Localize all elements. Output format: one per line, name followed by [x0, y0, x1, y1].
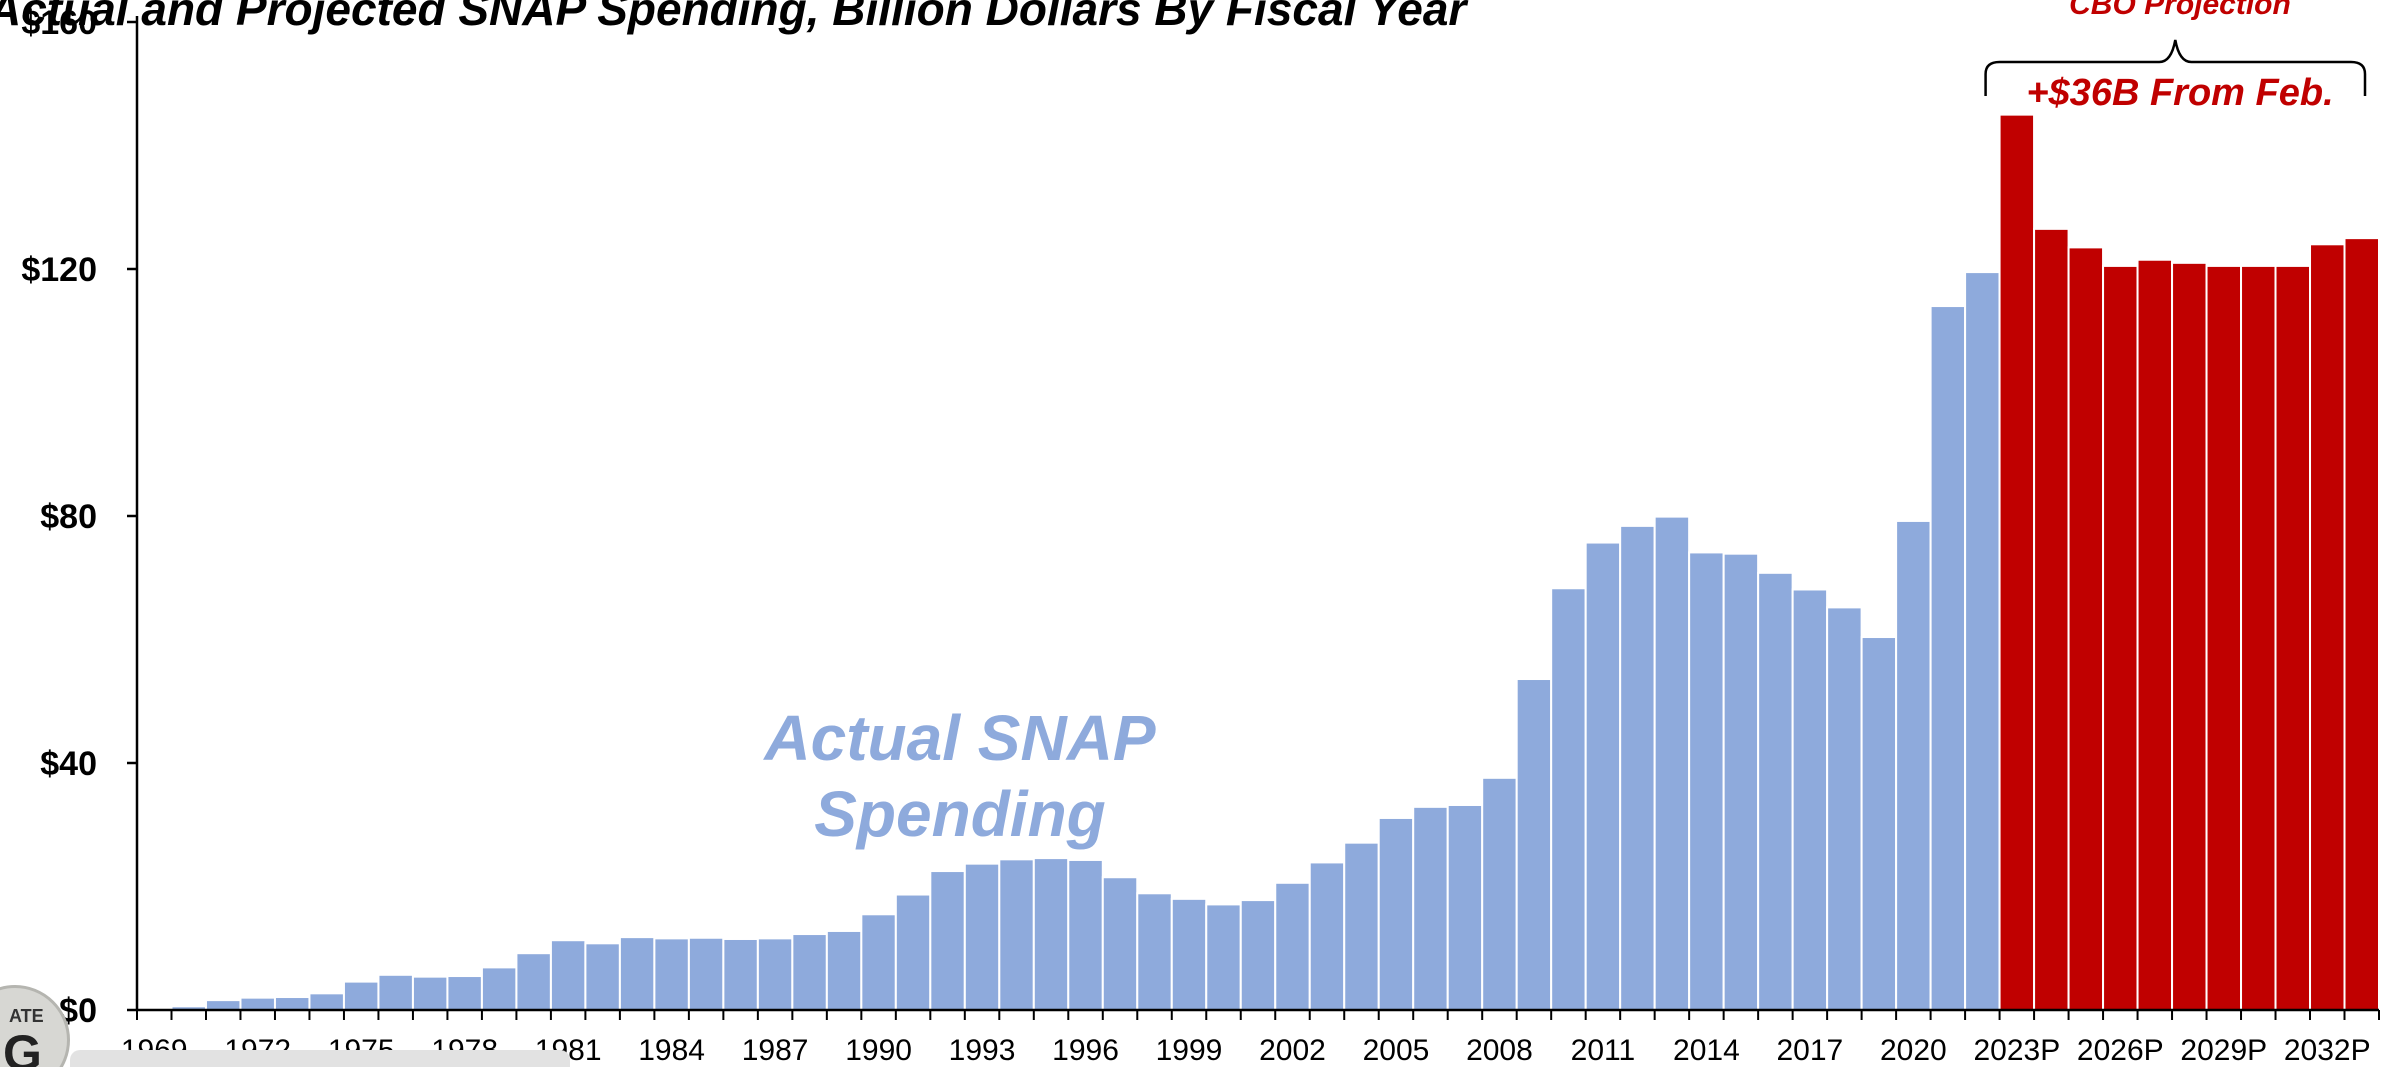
- y-tick-label: $120: [21, 251, 97, 289]
- bar-1997: [1101, 876, 1139, 1011]
- bar-1996: [1067, 858, 1104, 1012]
- actual-annotation-line2: Spending: [814, 778, 1106, 850]
- logo-letter: G: [3, 1025, 42, 1067]
- bar-1985: [687, 936, 725, 1011]
- bar-1976: [377, 973, 414, 1011]
- bar-1999: [1170, 897, 1208, 1011]
- bar-1995: [1032, 857, 1070, 1011]
- bar-2001: [1239, 899, 1277, 1012]
- bar-2033P: [2343, 237, 2381, 1012]
- bar-1972: [239, 996, 276, 1012]
- bar-2023P: [1998, 113, 2036, 1012]
- bar-2012: [1619, 524, 1656, 1011]
- bar-2029P: [2205, 264, 2243, 1012]
- bar-2022: [1964, 271, 2001, 1011]
- bar-2019: [1860, 636, 1898, 1012]
- bar-1986: [722, 937, 759, 1011]
- projection-brace: [1984, 39, 2367, 96]
- bar-2014: [1688, 551, 1725, 1011]
- logo-text: ATE: [9, 1006, 44, 1026]
- bar-2028P: [2171, 261, 2208, 1011]
- bar-1991: [894, 893, 932, 1012]
- bar-1984: [653, 937, 690, 1011]
- bar-1983: [618, 936, 656, 1012]
- x-tick-label: 1993: [949, 1034, 1016, 1067]
- bar-1977: [411, 975, 449, 1012]
- bar-1973: [273, 996, 311, 1012]
- x-tick-label: 2023P: [1973, 1034, 2060, 1067]
- bar-2024P: [2033, 227, 2070, 1012]
- x-tick-label: 2032P: [2284, 1034, 2371, 1067]
- actual-annotation-line1: Actual SNAP: [764, 702, 1156, 774]
- bar-1979: [480, 966, 518, 1012]
- y-tick-label: $160: [21, 4, 97, 42]
- bar-1980: [515, 952, 552, 1012]
- x-tick-label: 1987: [742, 1034, 809, 1067]
- bar-1998: [1136, 892, 1173, 1011]
- bar-2011: [1584, 541, 1622, 1011]
- bar-2018: [1826, 606, 1863, 1011]
- y-tick-label: $80: [40, 498, 97, 536]
- source-tab: [70, 1050, 570, 1067]
- bar-2030P: [2240, 264, 2277, 1012]
- bar-1975: [342, 980, 380, 1011]
- bar-2004: [1343, 841, 1380, 1011]
- bar-2021: [1929, 305, 1967, 1011]
- chart-title: Actual and Projected SNAP Spending, Bill…: [0, 0, 1467, 35]
- bar-1988: [791, 933, 828, 1011]
- bar-1989: [825, 929, 863, 1012]
- bar-2005: [1377, 816, 1415, 1012]
- projection-change-annotation: +$36B From Feb.: [2026, 72, 2334, 114]
- x-tick-label: 2017: [1777, 1034, 1844, 1067]
- bar-1982: [584, 942, 621, 1011]
- x-tick-label: 1999: [1156, 1034, 1223, 1067]
- bar-2006: [1412, 805, 1449, 1012]
- x-tick-label: 1984: [638, 1034, 705, 1067]
- actual-spending-annotation: Actual SNAP Spending: [720, 700, 1200, 852]
- bar-1994: [998, 858, 1035, 1012]
- x-tick-label: 1990: [845, 1034, 912, 1067]
- bar-2020: [1895, 519, 1932, 1011]
- bar-2027P: [2136, 258, 2174, 1011]
- bar-2013: [1653, 515, 1691, 1011]
- bar-1993: [963, 862, 1001, 1012]
- bar-2010: [1550, 587, 1587, 1011]
- x-tick-label: 2029P: [2180, 1034, 2267, 1067]
- bar-2026P: [2102, 264, 2139, 1012]
- bar-1990: [860, 913, 897, 1011]
- projection-label: CBO Projection: [2069, 0, 2291, 21]
- x-tick-label: 2026P: [2077, 1034, 2164, 1067]
- bar-2009: [1515, 678, 1553, 1012]
- x-tick-label: 1996: [1052, 1034, 1119, 1067]
- bar-2032P: [2309, 243, 2346, 1012]
- bar-2002: [1274, 881, 1311, 1011]
- bar-2007: [1446, 803, 1484, 1011]
- x-tick-label: 2011: [1571, 1034, 1636, 1067]
- bar-1978: [446, 975, 483, 1011]
- bar-2025P: [2067, 246, 2105, 1011]
- bar-1971: [204, 999, 242, 1011]
- bar-1981: [549, 939, 587, 1011]
- x-tick-label: 2014: [1673, 1034, 1740, 1067]
- bar-2008: [1481, 776, 1518, 1011]
- bar-2016: [1757, 571, 1794, 1011]
- bar-2003: [1308, 861, 1346, 1011]
- bar-2031P: [2274, 264, 2312, 1012]
- y-tick-label: $40: [40, 745, 97, 783]
- bar-2015: [1722, 552, 1760, 1011]
- bar-2000: [1205, 903, 1242, 1011]
- x-tick-label: 2020: [1880, 1034, 1947, 1067]
- bar-1974: [308, 992, 345, 1012]
- x-tick-label: 2005: [1363, 1034, 1430, 1067]
- x-tick-label: 2002: [1259, 1034, 1326, 1067]
- bar-1987: [756, 937, 794, 1011]
- bar-2017: [1791, 588, 1829, 1011]
- x-tick-label: 2008: [1466, 1034, 1533, 1067]
- bar-1992: [929, 870, 966, 1011]
